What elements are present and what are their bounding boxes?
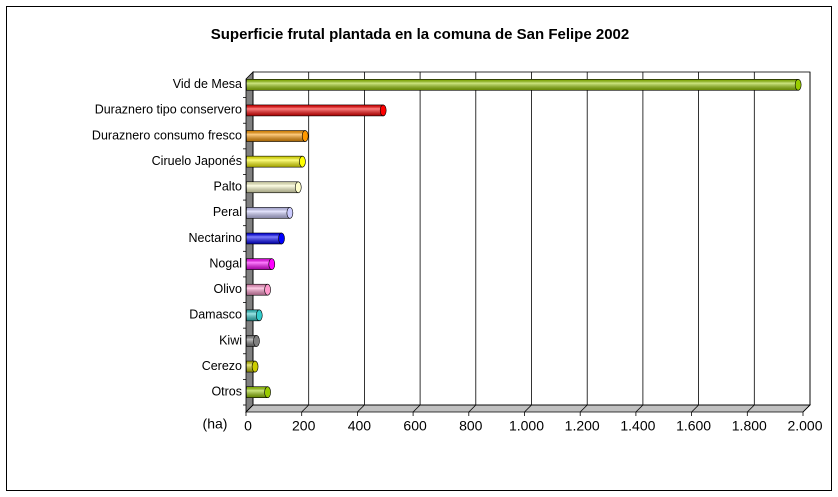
bar-shine xyxy=(246,335,257,347)
grid-line-floor xyxy=(468,404,477,413)
x-tick-label: 1.800 xyxy=(732,418,767,434)
x-tick-label: 0 xyxy=(244,418,252,434)
bar-cap xyxy=(268,258,276,270)
y-tick-label: Ciruelo Japonés xyxy=(152,154,242,168)
bar-cap xyxy=(299,155,306,168)
x-axis-label: (ha) xyxy=(203,416,228,432)
bar-shine xyxy=(246,233,282,244)
x-tick-label: 2.000 xyxy=(787,418,822,434)
bar-cap xyxy=(264,386,271,398)
bar-cap xyxy=(253,335,260,347)
bar-cap xyxy=(301,130,309,142)
bar-shine xyxy=(246,207,290,219)
y-tick-label: Otros xyxy=(211,384,242,398)
grid-line-floor xyxy=(691,404,699,413)
grid-line-floor xyxy=(245,404,254,413)
y-tick-label: Duraznero tipo conservero xyxy=(95,103,242,117)
y-tick-label: Nectarino xyxy=(189,231,243,245)
y-tick-label: Damasco xyxy=(189,308,242,322)
x-tick-label: 600 xyxy=(403,418,427,434)
bar-shine xyxy=(246,309,260,321)
bar-cap xyxy=(294,181,302,194)
y-tick-label: Cerezo xyxy=(202,359,242,373)
x-tick-label: 200 xyxy=(292,418,316,434)
grid-line-floor xyxy=(301,404,309,413)
bar-cap xyxy=(286,207,294,219)
bar-shine xyxy=(246,104,384,116)
bar-cap xyxy=(264,283,271,296)
y-tick-label: Olivo xyxy=(214,282,243,296)
x-tick-label: 1.400 xyxy=(620,418,655,434)
y-tick-label: Duraznero consumo fresco xyxy=(92,128,242,142)
bar-shine xyxy=(246,79,799,91)
y-tick-label: Kiwi xyxy=(219,333,242,347)
grid-line-floor xyxy=(357,404,365,413)
bar-shine xyxy=(246,181,299,193)
bar-shine xyxy=(246,386,268,398)
bar-cap xyxy=(794,79,802,91)
y-tick-label: Palto xyxy=(214,180,243,194)
x-tick-label: 1.600 xyxy=(676,418,711,434)
x-tick-label: 1.000 xyxy=(509,418,544,434)
grid-line-floor xyxy=(802,404,811,413)
grid-line-floor xyxy=(579,404,588,413)
x-tick-label: 400 xyxy=(348,418,372,434)
bar-cap xyxy=(278,232,285,245)
bar-cap xyxy=(255,309,263,322)
y-tick-label: Nogal xyxy=(209,256,242,270)
bar-shine xyxy=(246,361,256,373)
grid-line-floor xyxy=(412,404,421,413)
y-tick-label: Peral xyxy=(213,205,242,219)
grid-line-floor xyxy=(635,404,644,413)
bar-shine xyxy=(246,258,272,270)
bar-cap xyxy=(251,360,259,373)
bar-cap xyxy=(379,104,387,117)
bar-shine xyxy=(246,130,306,142)
chart-title: Superficie frutal plantada en la comuna … xyxy=(211,26,629,43)
x-tick-label: 1.200 xyxy=(565,418,600,434)
bar-shine xyxy=(246,156,303,168)
x-tick-label: 800 xyxy=(459,418,483,434)
bar-shine xyxy=(246,284,268,296)
grid-line-floor xyxy=(747,404,755,413)
y-tick-label: Vid de Mesa xyxy=(173,77,242,91)
grid-line-floor xyxy=(524,404,532,413)
